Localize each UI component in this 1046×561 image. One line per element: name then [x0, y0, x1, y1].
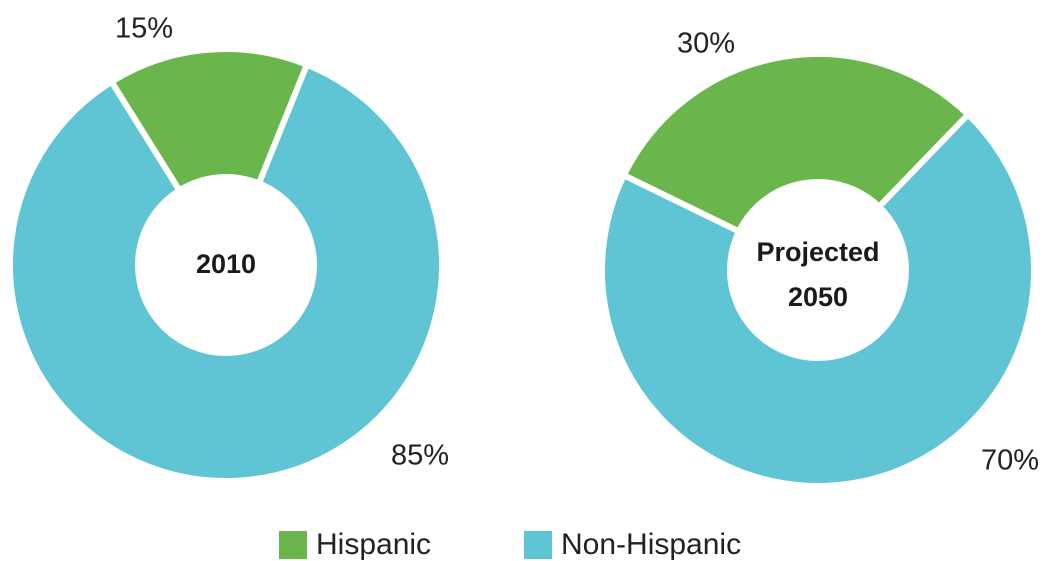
donut-hole	[141, 180, 311, 350]
legend: Hispanic Non-Hispanic	[279, 528, 741, 561]
center-label: 2050	[788, 282, 848, 312]
slice-non-hispanic	[599, 110, 1037, 489]
legend-label-hispanic: Hispanic	[316, 528, 431, 561]
donut-chart-1: 2010 15% 85%	[7, 13, 449, 484]
donut-chart-2: Projected 2050 30% 70%	[599, 28, 1039, 489]
slice-hispanic	[619, 51, 973, 236]
donut-hole	[733, 185, 903, 355]
data-label-hispanic: 30%	[677, 28, 735, 60]
slice-non-hispanic	[7, 60, 445, 484]
legend-swatch-hispanic	[279, 531, 307, 559]
legend-label-non-hispanic: Non-Hispanic	[561, 528, 741, 561]
data-label-non-hispanic: 70%	[981, 445, 1039, 477]
data-label-hispanic: 15%	[115, 13, 173, 45]
data-label-non-hispanic: 85%	[391, 440, 449, 472]
center-label: Projected	[756, 237, 879, 267]
center-label: 2010	[196, 249, 256, 279]
legend-swatch-non-hispanic	[524, 531, 552, 559]
